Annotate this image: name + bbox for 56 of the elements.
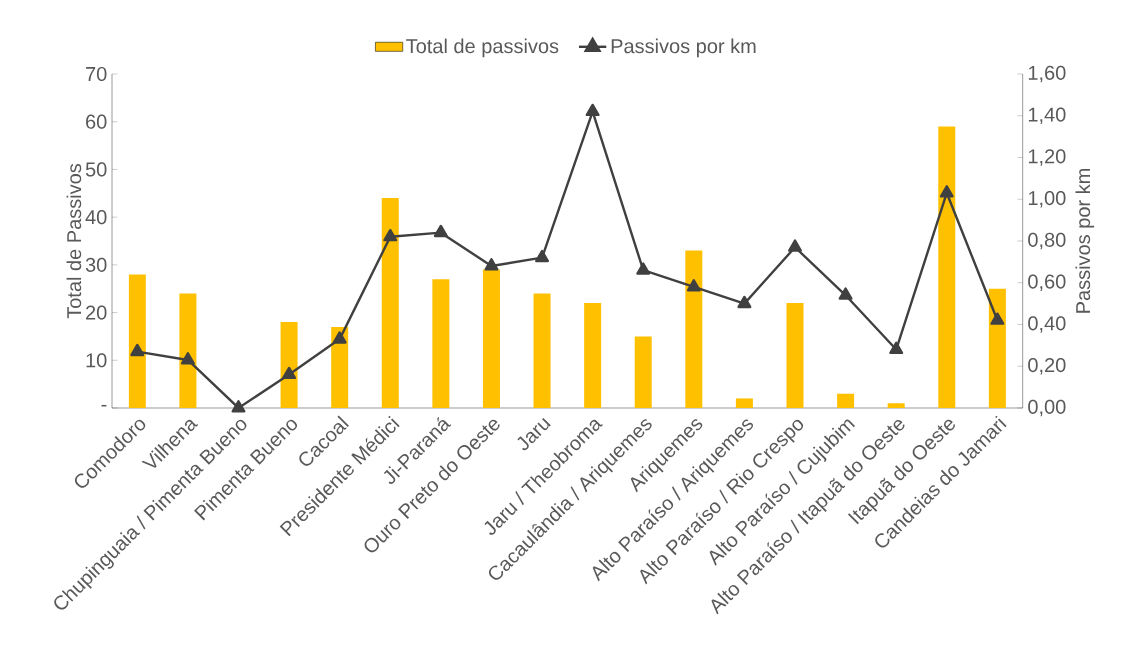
y-tick-label: -	[101, 404, 107, 407]
point	[939, 185, 954, 198]
point	[180, 352, 195, 365]
bar	[685, 250, 703, 408]
point	[484, 258, 499, 271]
y-tick-label: 70	[86, 66, 107, 82]
point	[737, 295, 752, 309]
bar	[786, 303, 804, 408]
y2-tick-label: 0,80	[1028, 232, 1066, 250]
bar	[735, 398, 753, 408]
y2-tick-label: 1,20	[1028, 149, 1066, 166]
point	[332, 331, 347, 344]
point	[686, 279, 701, 292]
y-tick-label: 20	[86, 305, 107, 320]
point	[535, 249, 550, 263]
y2-tick-label: 1,00	[1028, 190, 1066, 208]
y-tick-label: 60	[86, 114, 107, 129]
bar	[837, 393, 855, 408]
bar	[584, 303, 602, 408]
y-axis-title: Total de Passivos	[66, 163, 82, 319]
legend-label: Passivos por km	[611, 38, 756, 58]
bar	[634, 336, 652, 408]
y2-axis-title: Passivos por km	[1075, 168, 1095, 313]
point	[838, 287, 853, 300]
y2-tick-label: 0,00	[1028, 399, 1066, 417]
point	[585, 103, 600, 117]
bar	[128, 274, 146, 408]
y2-tick-label: 0,20	[1028, 357, 1066, 375]
point	[636, 262, 651, 275]
y-tick-label: 10	[86, 353, 107, 368]
y2-tick-label: 1,60	[1028, 65, 1066, 83]
bar	[482, 269, 500, 408]
bar	[280, 322, 298, 408]
y-tick-label: 50	[85, 162, 107, 177]
point	[889, 341, 904, 355]
point	[433, 224, 448, 238]
legend-label: Total de passivos	[406, 38, 559, 58]
y2-tick-label: 0,60	[1028, 274, 1066, 291]
point	[130, 343, 145, 357]
y2-tick-label: 1,40	[1028, 107, 1066, 124]
point	[383, 228, 398, 242]
point	[788, 239, 802, 252]
y2-tick-label: 0,40	[1028, 316, 1066, 333]
y-tick-label: 40	[85, 210, 107, 225]
y-tick-label: 30	[85, 257, 107, 272]
bar	[988, 288, 1006, 408]
bar	[938, 126, 956, 408]
bar	[331, 326, 349, 408]
point	[231, 400, 246, 413]
bar	[533, 293, 551, 408]
bar	[432, 279, 450, 408]
bar	[381, 198, 399, 408]
point	[990, 312, 1005, 325]
bar	[179, 293, 197, 408]
bar	[887, 403, 905, 408]
point	[282, 366, 297, 380]
